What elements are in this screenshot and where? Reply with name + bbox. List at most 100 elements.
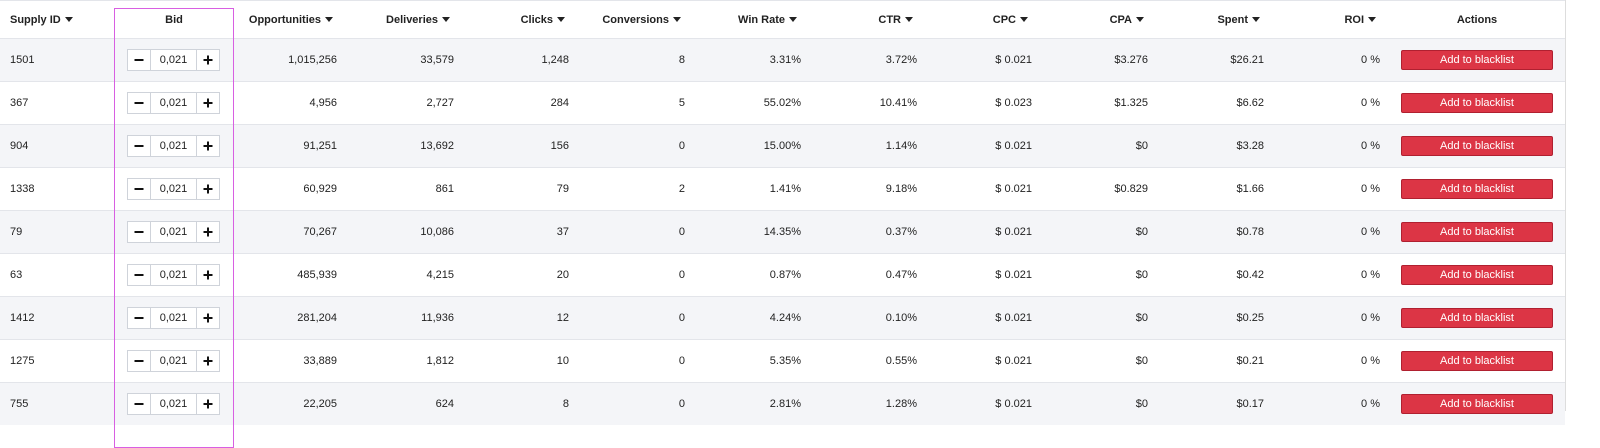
increase-button[interactable] [196, 136, 219, 156]
sort-arrow[interactable] [1368, 17, 1376, 22]
sort-arrow[interactable] [673, 17, 681, 22]
increase-button[interactable] [196, 222, 219, 242]
bid-input[interactable]: 0,021 [151, 308, 196, 328]
cell-text: 79 [556, 183, 569, 195]
column-header[interactable]: Opportunities [197, 1, 333, 38]
cell-text: 2,727 [426, 97, 454, 109]
number-cell: $ 0.021 [892, 211, 1032, 253]
bid-input[interactable]: 0,021 [151, 136, 196, 156]
bid-input[interactable]: 0,021 [151, 222, 196, 242]
decrease-button[interactable] [128, 308, 151, 328]
increase-button[interactable] [196, 50, 219, 70]
column-header[interactable]: Deliveries [314, 1, 450, 38]
number-cell: 0 [545, 254, 685, 296]
cell-text: 12 [556, 312, 569, 324]
column-header[interactable]: CPC [892, 1, 1028, 38]
bid-input[interactable]: 0,021 [151, 93, 196, 113]
cell-text: 1275 [10, 355, 35, 367]
cell-text: $ 0.021 [995, 355, 1032, 367]
decrease-button[interactable] [128, 222, 151, 242]
number-cell: $0.21 [1124, 340, 1264, 382]
increase-button[interactable] [196, 351, 219, 371]
cell-text: $0 [1135, 355, 1148, 367]
add-to-blacklist-button[interactable]: Add to blacklist [1401, 179, 1553, 199]
increase-button[interactable] [196, 93, 219, 113]
column-header[interactable]: Clicks [429, 1, 565, 38]
table-row: 1338 0,021 60,929 861 79 2 1.41% 9.18% $ 0.021 $0… [0, 167, 1565, 210]
sort-arrow[interactable] [442, 17, 450, 22]
sort-arrow[interactable] [64, 17, 73, 22]
sort-arrow[interactable] [557, 17, 565, 22]
add-to-blacklist-button[interactable]: Add to blacklist [1401, 93, 1553, 113]
increase-button[interactable] [196, 179, 219, 199]
cell-text: 55.02% [763, 97, 801, 109]
add-to-blacklist-button[interactable]: Add to blacklist [1401, 265, 1553, 285]
number-cell: $0 [1008, 211, 1148, 253]
cell-text: 37 [556, 226, 569, 238]
column-header[interactable]: ROI [1240, 1, 1376, 38]
plus-icon [203, 313, 213, 323]
decrease-button[interactable] [128, 265, 151, 285]
table-header: Supply ID Bid Opportunities Deliveries Click… [0, 0, 1565, 38]
add-to-blacklist-button[interactable]: Add to blacklist [1401, 351, 1553, 371]
sort-arrow[interactable] [1252, 17, 1260, 22]
cell-text: $6.62 [1236, 97, 1264, 109]
sort-arrow[interactable] [1136, 17, 1144, 22]
cell-text: 485,939 [297, 269, 337, 281]
decrease-button[interactable] [128, 351, 151, 371]
bid-stepper: 0,021 [127, 49, 220, 71]
column-header[interactable]: Spent [1124, 1, 1260, 38]
number-cell: 1,812 [314, 340, 454, 382]
cell-text: 4,956 [309, 97, 337, 109]
column-header[interactable]: Conversions [545, 1, 681, 38]
increase-button[interactable] [196, 308, 219, 328]
number-cell: 5 [545, 82, 685, 124]
decrease-button[interactable] [128, 50, 151, 70]
increase-button[interactable] [196, 394, 219, 414]
supply-id: 1338 [10, 168, 34, 210]
number-cell: 9.18% [777, 168, 917, 210]
number-cell: 11,936 [314, 297, 454, 339]
cell-text: 0 % [1361, 398, 1380, 410]
bid-input[interactable]: 0,021 [151, 265, 196, 285]
column-header[interactable]: CTR [777, 1, 913, 38]
decrease-button[interactable] [128, 136, 151, 156]
add-to-blacklist-button[interactable]: Add to blacklist [1401, 394, 1553, 414]
decrease-button[interactable] [128, 394, 151, 414]
number-cell: 1.14% [777, 125, 917, 167]
sort-arrow[interactable] [325, 17, 333, 22]
bid-input[interactable]: 0,021 [151, 179, 196, 199]
decrease-button[interactable] [128, 179, 151, 199]
cell-text: 5 [678, 97, 685, 109]
button-label: Add to blacklist [1440, 97, 1514, 109]
cell-text: 0 % [1361, 269, 1380, 281]
decrease-button[interactable] [128, 93, 151, 113]
button-label: Add to blacklist [1440, 269, 1514, 281]
column-header[interactable]: Win Rate [661, 1, 797, 38]
column-header[interactable]: CPA [1008, 1, 1144, 38]
header-label: Opportunities [248, 13, 321, 26]
add-to-blacklist-button[interactable]: Add to blacklist [1401, 222, 1553, 242]
add-to-blacklist-button[interactable]: Add to blacklist [1401, 136, 1553, 156]
cell-text: $3.276 [1114, 54, 1148, 66]
sort-arrow[interactable] [1020, 17, 1028, 22]
sort-arrow[interactable] [789, 17, 797, 22]
number-cell: 0 [545, 297, 685, 339]
cell-text: 1.28% [885, 398, 917, 410]
cell-text: 60,929 [303, 183, 337, 195]
cell-text: 2.81% [769, 398, 801, 410]
bid-stepper: 0,021 [127, 393, 220, 415]
bid-input[interactable]: 0,021 [151, 394, 196, 414]
add-to-blacklist-button[interactable]: Add to blacklist [1401, 308, 1553, 328]
add-to-blacklist-button[interactable]: Add to blacklist [1401, 50, 1553, 70]
increase-button[interactable] [196, 265, 219, 285]
bid-input[interactable]: 0,021 [151, 351, 196, 371]
bid-stepper: 0,021 [127, 178, 220, 200]
number-cell: 156 [429, 125, 569, 167]
bid-input[interactable]: 0,021 [151, 50, 196, 70]
sort-arrow[interactable] [905, 17, 913, 22]
supply-id: 367 [10, 82, 28, 124]
number-cell: 624 [314, 383, 454, 425]
column-header[interactable]: Supply ID [10, 1, 73, 38]
cell-text: $0 [1135, 226, 1148, 238]
